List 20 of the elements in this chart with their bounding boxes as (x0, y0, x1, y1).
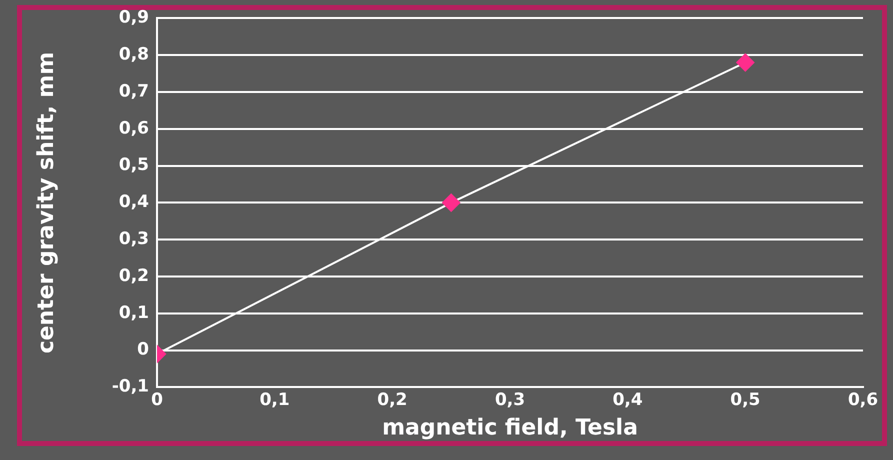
y-tick-label: 0,5 (118, 155, 149, 176)
x-tick-label: 0,5 (730, 390, 760, 410)
x-tick-label: 0,1 (260, 390, 290, 410)
y-tick-label: 0,6 (118, 118, 149, 138)
y-tick-label: 0,3 (118, 229, 149, 250)
y-tick-label: 0,7 (118, 81, 149, 102)
y-tick-label: 0,9 (118, 8, 149, 28)
y-tick-label: 0,8 (118, 44, 149, 65)
y-axis-title: center gravity shift, mm (34, 52, 59, 354)
y-tick-label: 0 (137, 340, 150, 360)
x-tick-label: 0,2 (377, 390, 408, 410)
y-tick-label: 0,1 (118, 302, 149, 323)
x-tick-label: 0,3 (494, 390, 526, 410)
x-tick-label: 0,4 (612, 390, 643, 410)
y-tick-label: -0,1 (112, 376, 149, 397)
x-tick-label: 0,6 (848, 390, 878, 410)
x-tick-label: 0 (151, 390, 164, 410)
x-axis-title: magnetic field, Tesla (382, 416, 638, 441)
y-tick-label: 0,2 (118, 266, 149, 286)
y-tick-label: 0,4 (118, 192, 150, 212)
